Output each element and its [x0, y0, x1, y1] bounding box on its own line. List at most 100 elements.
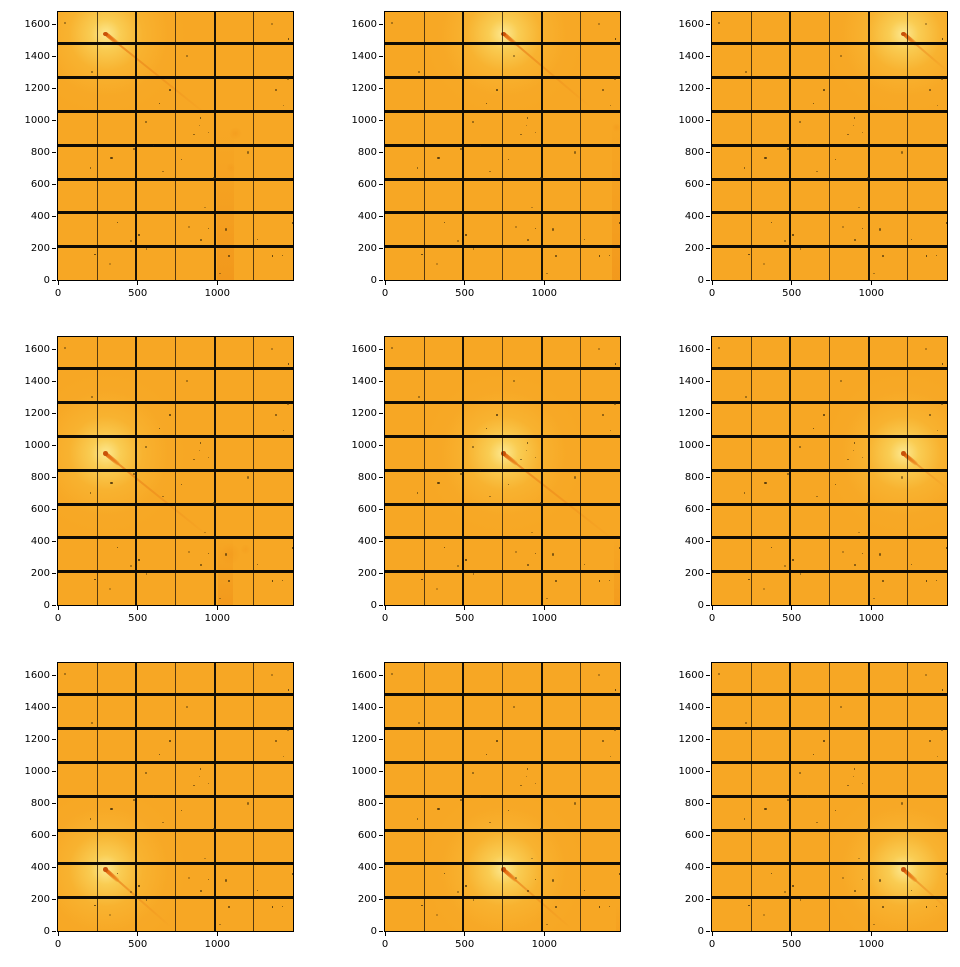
y-tick — [706, 56, 710, 58]
dead-pixel-speck — [275, 739, 278, 743]
dead-pixel-speck — [225, 879, 228, 882]
dead-pixel-speck — [90, 71, 93, 74]
y-tick-label: 0 — [697, 274, 704, 286]
x-tick-label: 1000 — [204, 613, 231, 624]
dead-pixel-speck — [598, 674, 601, 677]
dead-pixel-speck — [792, 559, 794, 561]
dead-pixel-speck — [853, 768, 856, 770]
y-tick-label: 1600 — [351, 19, 377, 31]
dead-pixel-speck — [90, 722, 93, 725]
beam-spot — [501, 451, 507, 456]
dead-pixel-speck — [526, 768, 529, 770]
dead-pixel-speck — [287, 78, 290, 81]
x-tick-label: 1000 — [858, 613, 885, 624]
y-tick — [379, 866, 383, 868]
dead-pixel-speck — [835, 809, 837, 812]
dead-pixel-speck — [94, 253, 96, 256]
detector-module-gap — [58, 570, 293, 574]
dead-pixel-speck — [854, 239, 857, 242]
detector-image-panel-r0c1 — [384, 11, 621, 281]
y-tick-label: 600 — [30, 178, 50, 190]
dead-pixel-speck — [583, 239, 585, 241]
dead-pixel-speck — [618, 222, 620, 224]
y-tick — [706, 898, 710, 900]
dead-pixel-speck — [207, 782, 210, 784]
detector-module-gap — [385, 896, 620, 900]
dead-pixel-speck — [391, 21, 394, 24]
dead-pixel-speck — [457, 565, 460, 568]
artifact-band — [218, 534, 234, 605]
dead-pixel-speck — [935, 579, 938, 582]
detector-module-gap — [712, 896, 947, 900]
y-tick — [706, 834, 710, 836]
dead-pixel-speck — [535, 553, 537, 555]
detector-module-gap — [712, 245, 947, 249]
x-tick — [791, 281, 793, 285]
dead-pixel-speck — [862, 553, 864, 555]
y-tick-label: 1000 — [351, 439, 377, 451]
dead-pixel-speck — [867, 502, 870, 505]
dead-pixel-speck — [247, 802, 250, 805]
dead-pixel-speck — [608, 579, 611, 582]
dead-pixel-speck — [271, 23, 274, 26]
y-tick — [706, 508, 710, 510]
x-tick — [870, 606, 872, 610]
dead-pixel-speck — [806, 469, 809, 472]
dead-pixel-speck — [421, 578, 423, 581]
dead-pixel-speck — [718, 672, 721, 675]
dead-pixel-speck — [618, 873, 620, 875]
dead-pixel-speck — [929, 413, 932, 417]
x-tick-label: 0 — [54, 613, 62, 624]
detector-module-gap — [385, 109, 620, 113]
dead-pixel-speck — [743, 167, 746, 169]
y-tick-label: 1200 — [351, 733, 377, 745]
detector-module-gap — [58, 896, 293, 900]
dead-pixel-speck — [219, 924, 221, 926]
x-tick — [711, 932, 713, 936]
dead-pixel-speck — [935, 254, 938, 257]
artifact-blob — [229, 126, 242, 140]
dead-pixel-speck — [744, 396, 747, 399]
dead-pixel-speck — [534, 456, 537, 458]
dead-pixel-speck — [861, 782, 864, 784]
y-tick — [379, 508, 383, 510]
dead-pixel-speck — [417, 396, 420, 399]
dead-pixel-speck — [152, 144, 155, 147]
x-tick — [216, 932, 218, 936]
dead-pixel-speck — [862, 879, 864, 881]
dead-pixel-speck — [842, 877, 844, 879]
dead-pixel-speck — [526, 442, 529, 444]
y-tick-label: 1400 — [678, 51, 704, 63]
dead-pixel-speck — [748, 578, 750, 581]
dead-pixel-speck — [771, 221, 773, 223]
dead-pixel-speck — [515, 877, 517, 879]
beam-spot — [901, 31, 907, 37]
y-tick — [52, 119, 56, 121]
y-tick — [379, 572, 383, 574]
dead-pixel-speck — [271, 348, 274, 351]
y-tick — [379, 56, 383, 58]
y-tick-label: 1600 — [678, 19, 704, 31]
dead-pixel-speck — [515, 226, 517, 228]
y-tick — [706, 381, 710, 383]
dead-pixel-speck — [614, 363, 617, 365]
x-tick — [57, 281, 59, 285]
beam-spot — [501, 31, 507, 37]
x-tick — [543, 932, 545, 936]
dead-pixel-speck — [614, 38, 617, 40]
y-tick — [379, 349, 383, 351]
y-tick — [706, 738, 710, 740]
x-tick-label: 1000 — [531, 288, 558, 299]
detector-module-gap — [385, 693, 620, 697]
dead-pixel-speck — [485, 102, 488, 105]
y-tick — [706, 707, 710, 709]
dead-pixel-speck — [200, 564, 203, 567]
detector-module-gap — [385, 367, 620, 371]
dead-pixel-speck — [555, 905, 558, 908]
dead-pixel-speck — [787, 472, 789, 475]
dead-pixel-speck — [479, 144, 482, 147]
dead-pixel-speck — [861, 456, 864, 458]
dead-pixel-speck — [812, 753, 815, 756]
dead-pixel-speck — [879, 879, 882, 882]
y-tick — [52, 183, 56, 185]
